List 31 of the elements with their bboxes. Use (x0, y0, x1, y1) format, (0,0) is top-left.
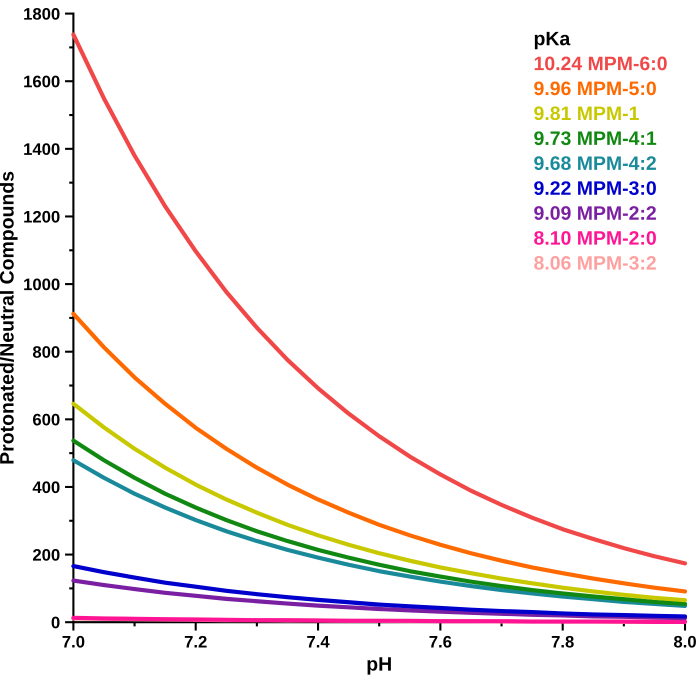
y-tick-label: 1400 (24, 143, 60, 156)
text: 9.96 MPM-5:0 (534, 81, 656, 96)
x-axis-title: pH (368, 657, 391, 675)
line-series (71, 312, 688, 594)
y-tick-label: 800 (32, 346, 60, 358)
text: 9.09 MPM-2:2 (534, 206, 656, 220)
legend-title: pKa (534, 32, 570, 50)
line-series (71, 564, 688, 619)
y-tick-label: 1200 (24, 210, 60, 223)
x-tick-label: 7.0 (62, 636, 84, 648)
y-tick-label: 400 (32, 481, 60, 494)
x-tick-label: 7.8 (552, 636, 574, 648)
x-tick-label: 8.0 (674, 636, 696, 648)
x-tick-label: 7.4 (307, 636, 330, 648)
y-tick-label: 200 (32, 548, 60, 561)
text: 10.24 MPM-6:0 (534, 56, 667, 70)
text: 8.06 MPM-3:2 (534, 256, 656, 270)
text: 9.68 MPM-4:2 (534, 156, 656, 170)
y-tick-label: 1000 (24, 278, 60, 290)
text: 9.81 MPM-1 (534, 106, 639, 120)
y-tick-label: 600 (33, 414, 60, 426)
text: 8.10 MPM-2:0 (534, 231, 656, 245)
x-tick-label: 7.6 (430, 636, 452, 648)
line-series (71, 402, 688, 602)
line-series (71, 32, 688, 566)
text: 9.73 MPM-4:1 (534, 131, 656, 146)
y-tick-label: 0 (52, 616, 60, 628)
x-tick-label: 7.2 (184, 636, 207, 648)
y-tick-label: 1600 (24, 76, 60, 88)
text: 9.22 MPM-3:0 (534, 181, 656, 195)
y-tick-label: 1800 (24, 8, 60, 20)
